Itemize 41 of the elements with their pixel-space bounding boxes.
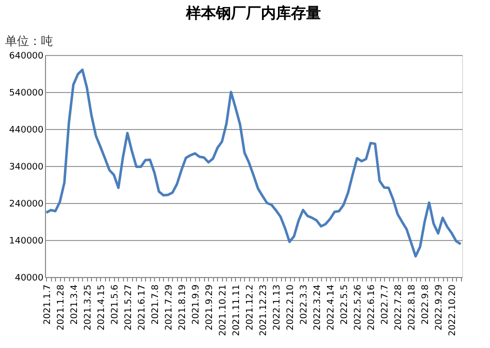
line-series — [45, 68, 462, 258]
x-tick-label: 2021.10.21 — [218, 284, 228, 336]
x-tick-label: 2021.7.8 — [150, 284, 161, 325]
y-tick-label: 440000 — [9, 126, 44, 136]
chart-title: 样本钢厂厂内库存量 — [185, 4, 321, 22]
x-tick-label: 2022.9.29 — [434, 284, 445, 330]
x-tick-label: 2021.1.28 — [56, 284, 66, 330]
y-tick-label: 540000 — [9, 88, 44, 98]
x-tick-label: 2021.11.11 — [232, 284, 242, 336]
x-tick-label: 2022.7.28 — [394, 284, 404, 330]
y-tick-label: 40000 — [14, 274, 44, 284]
x-tick-label: 2021.9.9 — [191, 284, 202, 325]
x-tick-label: 2021.1.7 — [42, 284, 53, 325]
x-tick-label: 2021.12.2 — [245, 284, 256, 330]
x-tick-label: 2021.3.4 — [70, 284, 80, 325]
x-tick-label: 2022.10.20 — [448, 284, 458, 336]
text: 单位：吨 — [5, 34, 53, 48]
y-tick-label: 240000 — [9, 200, 44, 210]
x-tick-label: 2022.8.18 — [408, 284, 418, 330]
x-tick-label: 2022.6.16 — [367, 284, 378, 330]
x-tick-label: 2022.5.5 — [340, 284, 350, 325]
x-tick-label: 2021.5.27 — [124, 284, 134, 330]
x-tick-label: 2022.9.8 — [421, 284, 432, 325]
y-tick-label: 640000 — [9, 52, 44, 62]
y-tick-label: 140000 — [9, 236, 44, 246]
x-tick-label: 2022.7.7 — [380, 284, 391, 325]
x-tick-label: 2022.5.26 — [354, 284, 364, 330]
x-tick-label: 2022.3.24 — [313, 284, 324, 330]
x-tick-label: 2022.4.14 — [326, 284, 337, 330]
x-tick-label: 2022.2.10 — [286, 284, 296, 330]
x-tick-label: 2021.3.25 — [83, 284, 94, 330]
x-tick-label: 2022.1.13 — [272, 284, 283, 330]
x-tick-label: 2021.7.29 — [164, 284, 174, 330]
x-tick-label: 2021.4.15 — [96, 284, 107, 330]
y-tick-label: 340000 — [9, 162, 44, 172]
x-tick-label: 2021.9.29 — [204, 284, 215, 330]
x-tick-label: 2021.6.17 — [137, 284, 148, 330]
x-tick-label: 2021.8.19 — [178, 284, 188, 330]
x-tick-label: 2022.3.3 — [300, 284, 310, 325]
x-tick-label: 2021.5.6 — [110, 284, 120, 325]
x-tick-label: 2021.12.23 — [259, 284, 270, 336]
